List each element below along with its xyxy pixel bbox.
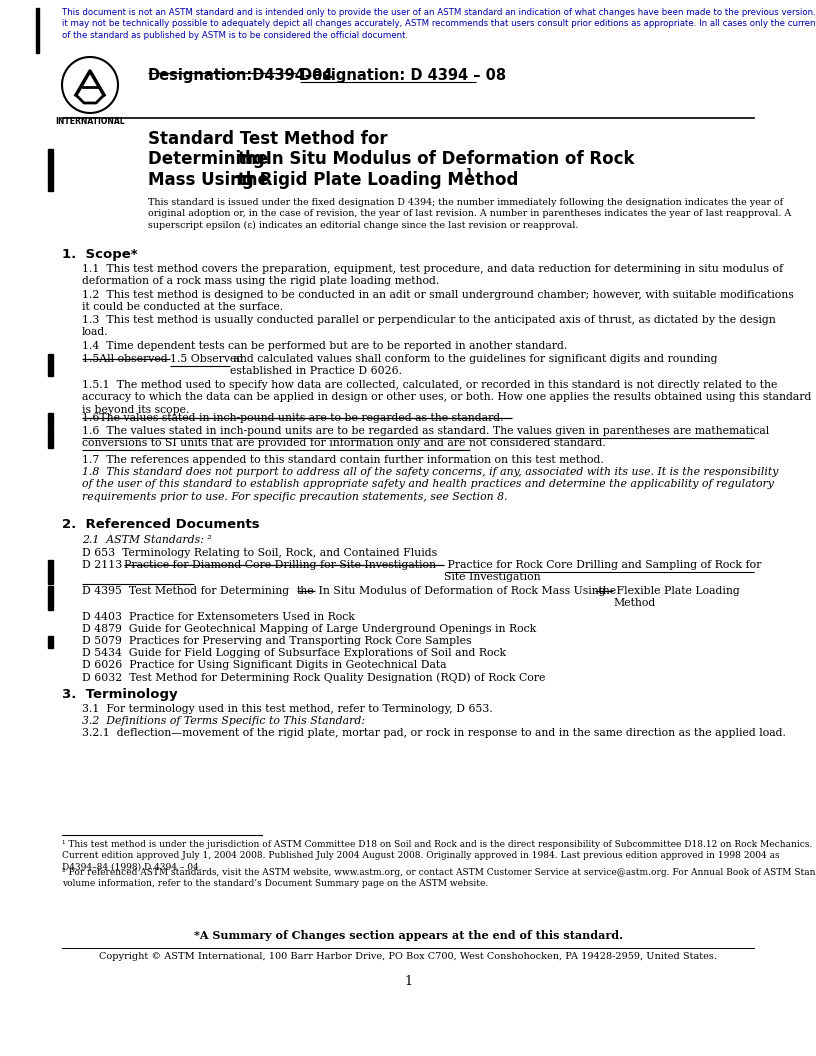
- Text: D 4395  Test Method for Determining: D 4395 Test Method for Determining: [82, 586, 293, 596]
- Text: D 2113: D 2113: [82, 560, 122, 570]
- Text: 3.2.1  deflection—movement of the rigid plate, mortar pad, or rock in response t: 3.2.1 deflection—movement of the rigid p…: [82, 728, 786, 738]
- Text: Standard Test Method for: Standard Test Method for: [148, 130, 388, 148]
- Bar: [48, 636, 53, 648]
- Text: ¹ This test method is under the jurisdiction of ASTM Committee D18 on Soil and R: ¹ This test method is under the jurisdic…: [62, 840, 813, 871]
- Bar: [36, 8, 39, 53]
- Text: 1.5.1  The method used to specify how data are collected, calculated, or recorde: 1.5.1 The method used to specify how dat…: [82, 380, 811, 415]
- Text: 1.8  This standard does not purport to address all of the safety concerns, if an: 1.8 This standard does not purport to ad…: [82, 467, 778, 502]
- Text: Practice for Rock Core Drilling and Sampling of Rock for
Site Investigation: Practice for Rock Core Drilling and Samp…: [444, 560, 761, 583]
- Text: D 6026  Practice for Using Significant Digits in Geotechnical Data: D 6026 Practice for Using Significant Di…: [82, 660, 446, 670]
- Text: 1.2  This test method is designed to be conducted in an adit or small undergroun: 1.2 This test method is designed to be c…: [82, 290, 794, 313]
- Bar: [48, 560, 53, 584]
- Bar: [48, 413, 53, 425]
- Text: D 5434  Guide for Field Logging of Subsurface Explorations of Soil and Rock: D 5434 Guide for Field Logging of Subsur…: [82, 648, 506, 658]
- Text: D 4403  Practice for Extensometers Used in Rock: D 4403 Practice for Extensometers Used i…: [82, 612, 355, 622]
- Bar: [48, 426, 53, 448]
- Text: the: the: [232, 171, 269, 189]
- Text: This standard is issued under the fixed designation D 4394; the number immediate: This standard is issued under the fixed …: [148, 199, 792, 230]
- Text: 1.5 Observed: 1.5 Observed: [170, 354, 243, 364]
- Text: Determining: Determining: [148, 150, 270, 168]
- Text: 1.4  Time dependent tests can be performed but are to be reported in another sta: 1.4 Time dependent tests can be performe…: [82, 341, 567, 351]
- Text: 1: 1: [404, 975, 412, 988]
- Text: 1.3  This test method is usually conducted parallel or perpendicular to the anti: 1.3 This test method is usually conducte…: [82, 315, 776, 338]
- Text: Copyright © ASTM International, 100 Barr Harbor Drive, PO Box C700, West Conshoh: Copyright © ASTM International, 100 Barr…: [99, 953, 717, 961]
- Text: Rigid Plate Loading Method: Rigid Plate Loading Method: [254, 171, 518, 189]
- Text: 1.6The values stated in inch-pound units are to be regarded as the standard.: 1.6The values stated in inch-pound units…: [82, 413, 503, 423]
- Text: 1: 1: [466, 168, 472, 178]
- Text: 1.1  This test method covers the preparation, equipment, test procedure, and dat: 1.1 This test method covers the preparat…: [82, 264, 783, 286]
- Text: 1.6  The values stated in inch-pound units are to be regarded as standard. The v: 1.6 The values stated in inch-pound unit…: [82, 426, 769, 449]
- Text: 3.2  Definitions of Terms Specific to This Standard:: 3.2 Definitions of Terms Specific to Thi…: [82, 716, 365, 727]
- Text: the: the: [238, 150, 269, 168]
- Text: INTERNATIONAL: INTERNATIONAL: [55, 117, 125, 126]
- Text: Designation:D4394–04: Designation:D4394–04: [148, 68, 334, 83]
- Text: and calculated values shall conform to the guidelines for significant digits and: and calculated values shall conform to t…: [230, 354, 717, 376]
- Text: *A Summary of Changes section appears at the end of this standard.: *A Summary of Changes section appears at…: [193, 930, 623, 941]
- Text: 3.  Terminology: 3. Terminology: [62, 689, 178, 701]
- Text: D 6032  Test Method for Determining Rock Quality Designation (RQD) of Rock Core: D 6032 Test Method for Determining Rock …: [82, 672, 545, 682]
- Text: 1.7  The references appended to this standard contain further information on thi: 1.7 The references appended to this stan…: [82, 455, 604, 465]
- Text: the: the: [595, 586, 616, 596]
- Text: 3.1  For terminology used in this test method, refer to Terminology, D 653.: 3.1 For terminology used in this test me…: [82, 704, 493, 714]
- Text: 1.5All observed: 1.5All observed: [82, 354, 167, 364]
- Text: Mass Using: Mass Using: [148, 171, 254, 189]
- Text: Flexible Plate Loading
Method: Flexible Plate Loading Method: [613, 586, 740, 608]
- Text: D 653  Terminology Relating to Soil, Rock, and Contained Fluids: D 653 Terminology Relating to Soil, Rock…: [82, 548, 437, 558]
- Text: Designation: D 4394 – 08: Designation: D 4394 – 08: [300, 68, 506, 83]
- Text: D 5079  Practices for Preserving and Transporting Rock Core Samples: D 5079 Practices for Preserving and Tran…: [82, 636, 472, 646]
- Text: Practice for Diamond Core Drilling for Site Investigation: Practice for Diamond Core Drilling for S…: [124, 560, 436, 570]
- Text: 2.1  ASTM Standards: ²: 2.1 ASTM Standards: ²: [82, 535, 211, 545]
- Text: 1.  Scope*: 1. Scope*: [62, 248, 138, 261]
- Text: In Situ Modulus of Deformation of Rock: In Situ Modulus of Deformation of Rock: [260, 150, 635, 168]
- Bar: [48, 149, 53, 191]
- Text: the: the: [297, 586, 315, 596]
- Text: This document is not an ASTM standard and is intended only to provide the user o: This document is not an ASTM standard an…: [62, 8, 816, 40]
- Bar: [48, 586, 53, 610]
- Text: 2.  Referenced Documents: 2. Referenced Documents: [62, 518, 259, 531]
- Text: ² For referenced ASTM standards, visit the ASTM website, www.astm.org, or contac: ² For referenced ASTM standards, visit t…: [62, 868, 816, 888]
- Text: D 4879  Guide for Geotechnical Mapping of Large Underground Openings in Rock: D 4879 Guide for Geotechnical Mapping of…: [82, 624, 536, 634]
- Text: In Situ Modulus of Deformation of Rock Mass Using: In Situ Modulus of Deformation of Rock M…: [315, 586, 605, 596]
- Bar: [48, 354, 53, 376]
